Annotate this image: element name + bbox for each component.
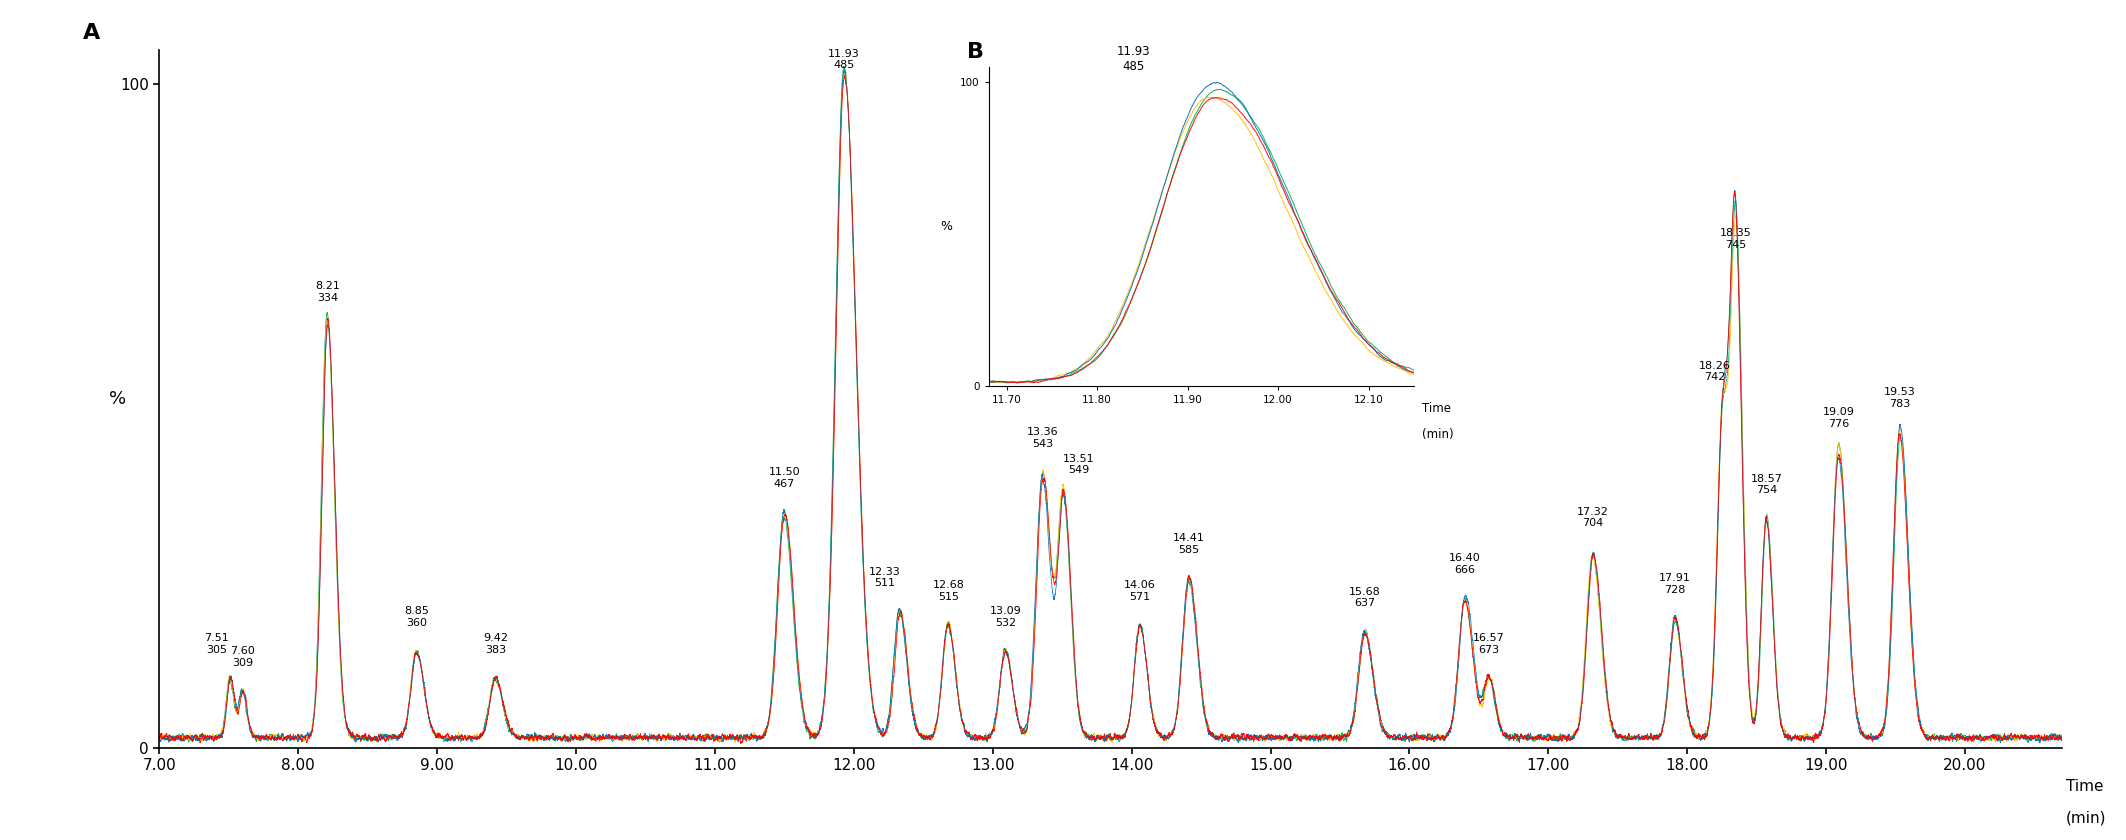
- Text: 16.57
673: 16.57 673: [1473, 633, 1505, 654]
- Text: 19.09
776: 19.09 776: [1822, 407, 1854, 429]
- Text: 16.40
666: 16.40 666: [1450, 554, 1482, 575]
- Text: %: %: [108, 390, 125, 408]
- Text: 18.26
742: 18.26 742: [1699, 361, 1731, 382]
- Text: 15.68
637: 15.68 637: [1350, 586, 1382, 608]
- Text: 13.09
532: 13.09 532: [989, 606, 1020, 628]
- Text: 18.57
754: 18.57 754: [1750, 474, 1782, 496]
- Text: (min): (min): [2066, 811, 2107, 826]
- Text: 8.21
334: 8.21 334: [315, 281, 340, 302]
- Text: A: A: [83, 24, 100, 44]
- Text: 19.53
783: 19.53 783: [1884, 387, 1916, 409]
- Text: 7.60
309: 7.60 309: [230, 646, 255, 668]
- Text: 14.41
585: 14.41 585: [1174, 533, 1205, 555]
- Text: 11.93
485: 11.93 485: [829, 49, 861, 71]
- Text: 18.35
745: 18.35 745: [1720, 228, 1752, 249]
- Text: Time: Time: [2066, 779, 2103, 794]
- Text: (min): (min): [1422, 428, 1454, 441]
- Text: 13.51
549: 13.51 549: [1063, 454, 1095, 475]
- Text: 7.51
305: 7.51 305: [204, 633, 230, 654]
- Text: B: B: [967, 42, 984, 61]
- Text: 17.91
728: 17.91 728: [1658, 573, 1690, 595]
- Text: 12.68
515: 12.68 515: [933, 580, 965, 601]
- Text: 9.42
383: 9.42 383: [483, 633, 508, 654]
- Text: Time: Time: [1422, 402, 1452, 415]
- Text: %: %: [940, 220, 952, 234]
- Text: 14.06
571: 14.06 571: [1125, 580, 1157, 601]
- Text: 11.50
467: 11.50 467: [770, 467, 799, 489]
- Text: 8.85
360: 8.85 360: [404, 606, 429, 628]
- Text: 17.32
704: 17.32 704: [1577, 507, 1609, 528]
- Text: 11.93
485: 11.93 485: [1116, 45, 1150, 73]
- Text: 12.33
511: 12.33 511: [870, 567, 899, 588]
- Text: 13.36
543: 13.36 543: [1027, 428, 1059, 449]
